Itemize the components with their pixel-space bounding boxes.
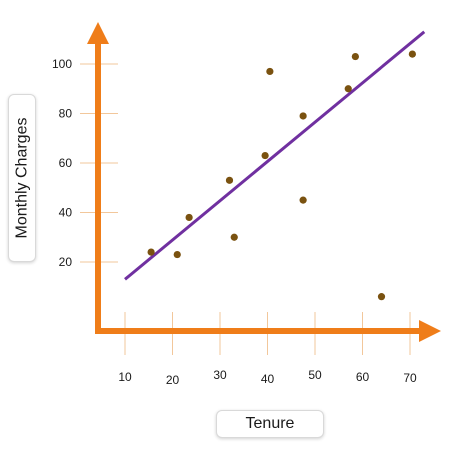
x-axis-arrowhead <box>419 320 441 342</box>
x-tick-labels: 10 20 30 40 50 60 70 <box>118 368 417 387</box>
x-tick-label: 50 <box>308 368 322 382</box>
data-point <box>408 50 416 58</box>
trend-line <box>124 30 426 281</box>
data-point <box>299 196 307 204</box>
y-tick-label: 20 <box>59 255 73 269</box>
data-point <box>225 176 234 184</box>
data-point <box>351 52 359 61</box>
x-tick-label: 30 <box>213 368 227 382</box>
data-point <box>173 250 181 259</box>
x-tick-label: 70 <box>403 371 417 385</box>
x-tick-label: 40 <box>261 372 275 386</box>
y-axis-title: Monthly Charges <box>13 117 31 239</box>
y-tick-label: 60 <box>59 156 73 170</box>
data-point <box>299 112 307 120</box>
data-point <box>344 85 352 93</box>
x-tick-label: 20 <box>166 373 180 387</box>
y-tick-labels: 20 40 60 80 100 <box>52 57 72 269</box>
x-tick-label: 10 <box>118 370 132 384</box>
data-point <box>377 293 386 301</box>
data-point <box>230 233 238 241</box>
x-tick-label: 60 <box>356 370 370 384</box>
data-points <box>147 50 416 301</box>
data-point <box>266 67 274 76</box>
y-tick-label: 40 <box>59 206 73 220</box>
x-axis-title-box: Tenure <box>216 410 324 438</box>
y-axis-title-box: Monthly Charges <box>8 94 36 262</box>
y-tick-label: 100 <box>52 57 72 71</box>
x-axis-title: Tenure <box>245 415 295 432</box>
data-point <box>261 151 269 160</box>
y-tick-label: 80 <box>59 107 73 121</box>
data-point <box>185 213 193 222</box>
y-axis-arrowhead <box>87 22 109 44</box>
data-point <box>147 248 155 256</box>
